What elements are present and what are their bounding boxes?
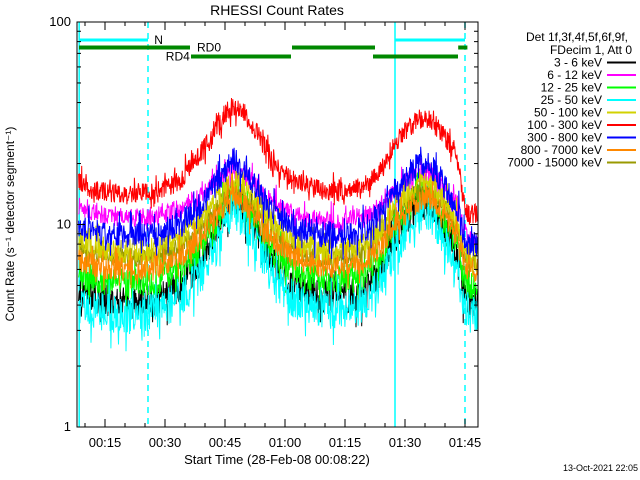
chart-title: RHESSI Count Rates xyxy=(210,2,344,18)
y-tick-label: 10 xyxy=(57,217,71,232)
y-tick-label: 100 xyxy=(49,14,71,29)
series-line-800---7000-keV xyxy=(78,172,478,291)
series-line-100---300-keV xyxy=(78,97,478,225)
legend-label-3---6-keV: 3 - 6 keV xyxy=(554,56,602,70)
x-tick-label: 00:15 xyxy=(89,435,122,450)
legend-label-7000---15000-keV: 7000 - 15000 keV xyxy=(507,156,602,170)
series-line-25---50-keV xyxy=(78,181,478,352)
x-tick-label: 01:30 xyxy=(389,435,422,450)
x-tick-label: 01:15 xyxy=(329,435,362,450)
axes-layer: 00:15 00:30 00:45 01:00 01:15 01:30 01:45 100 10… xyxy=(49,14,481,450)
x-tick-label: 01:00 xyxy=(269,435,302,450)
x-tick-label: 00:30 xyxy=(149,435,182,450)
series-line-300---800-keV xyxy=(78,146,478,260)
legend-header-detectors: Det 1f,3f,4f,5f,6f,9f, xyxy=(526,30,628,44)
legend-label-50---100-keV: 50 - 100 keV xyxy=(534,106,602,120)
legend-label-300---800-keV: 300 - 800 keV xyxy=(527,131,602,145)
legend-label-100---300-keV: 100 - 300 keV xyxy=(527,118,602,132)
series-layer xyxy=(78,97,478,352)
legend-label-6---12-keV: 6 - 12 keV xyxy=(547,68,602,82)
legend-label-800---7000-keV: 800 - 7000 keV xyxy=(521,143,602,157)
legend: Det 1f,3f,4f,5f,6f,9f, FDecim 1, Att 0 3… xyxy=(507,30,636,170)
flag-label-rd0: RD0 xyxy=(197,41,221,55)
flag-bars-layer: N RD0 RD4 xyxy=(79,33,468,64)
y-tick-label: 1 xyxy=(64,419,71,434)
x-tick-label: 00:45 xyxy=(209,435,242,450)
render-timestamp: 13-Oct-2021 22:05 xyxy=(563,463,638,473)
flag-label-n: N xyxy=(154,33,163,47)
x-axis-label: Start Time (28-Feb-08 00:08:22) xyxy=(184,452,370,467)
legend-label-25---50-keV: 25 - 50 keV xyxy=(541,93,602,107)
x-tick-label: 01:45 xyxy=(449,435,482,450)
flag-label-rd4: RD4 xyxy=(166,50,190,64)
y-axis-label: Count Rate (s⁻¹ detector segment⁻¹) xyxy=(3,127,17,322)
legend-header-decim-att: FDecim 1, Att 0 xyxy=(550,43,632,57)
legend-label-12---25-keV: 12 - 25 keV xyxy=(541,81,602,95)
